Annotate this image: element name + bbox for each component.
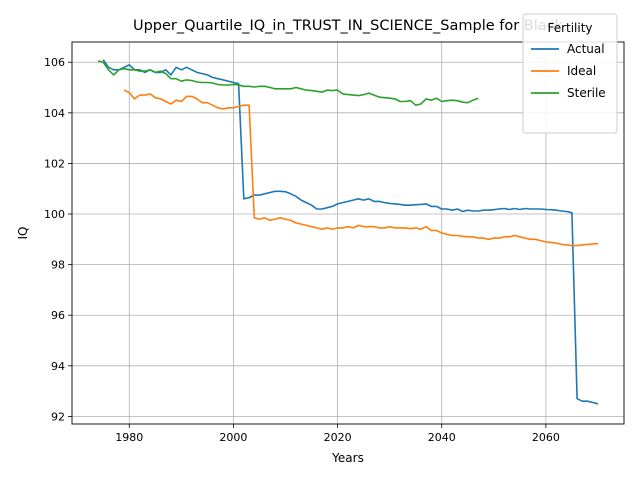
- chart-title: Upper_Quartile_IQ_in_TRUST_IN_SCIENCE_Sa…: [133, 18, 564, 34]
- legend-box: [522, 13, 618, 134]
- legend-label-actual: Actual: [567, 42, 605, 56]
- y-tick-label: 102: [44, 157, 65, 170]
- legend-label-ideal: Ideal: [567, 64, 596, 78]
- legend-entries: Actual Ideal Sterile: [531, 42, 606, 100]
- series-line-sterile: [97, 60, 479, 106]
- x-tick-label: 2020: [324, 431, 352, 444]
- y-tick-label: 98: [51, 259, 65, 272]
- x-axis-label: Years: [331, 451, 364, 465]
- y-tick-label: 94: [51, 360, 65, 373]
- y-tick-label: 92: [51, 410, 65, 423]
- y-tick-label: 100: [44, 208, 65, 221]
- series-line-actual: [102, 59, 599, 405]
- y-axis-label: IQ: [16, 227, 30, 240]
- y-tick-label: 106: [44, 56, 65, 69]
- x-tick-label: 2000: [219, 431, 247, 444]
- legend: Fertility Actual Ideal Sterile: [522, 13, 618, 134]
- grid-lines: [72, 42, 624, 424]
- y-tick-label: 96: [51, 309, 65, 322]
- y-tick-label: 104: [44, 107, 65, 120]
- plot-frame: [71, 41, 625, 425]
- legend-label-sterile: Sterile: [567, 86, 606, 100]
- x-tick-label: 2060: [532, 431, 560, 444]
- series-line-ideal: [123, 89, 599, 247]
- series-lines: [97, 59, 599, 405]
- x-tick-label: 1980: [115, 431, 143, 444]
- axis-ticks: 1980 2000 2020 2040 2060 92 94 96 98 100 102 104 106: [44, 56, 560, 444]
- x-tick-label: 2040: [428, 431, 456, 444]
- legend-title: Fertility: [547, 21, 592, 35]
